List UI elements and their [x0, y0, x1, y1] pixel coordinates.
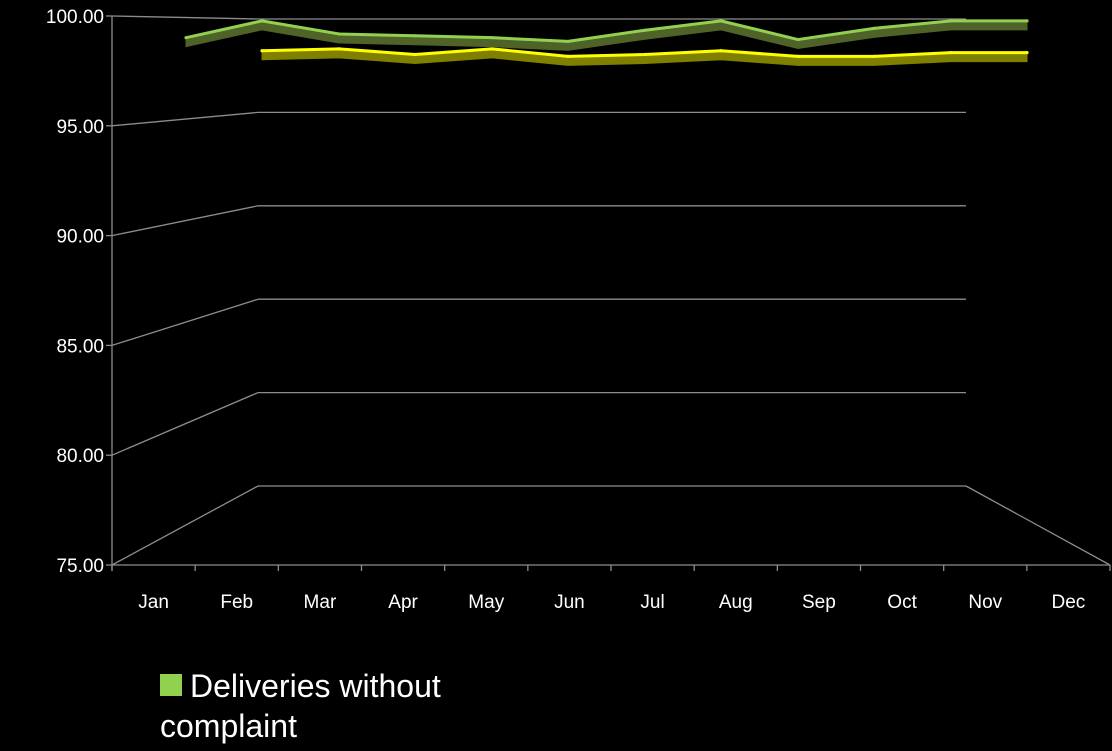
x-tick-label: Jul: [640, 592, 664, 613]
series-1-point: [796, 37, 800, 42]
x-tick-label: Nov: [968, 592, 1002, 613]
x-tick-label: Oct: [887, 592, 917, 613]
series-2-point: [949, 51, 953, 55]
legend-label: Deliveries without complaint: [160, 668, 441, 744]
series-1-point: [260, 19, 264, 23]
series-1-point: [719, 19, 723, 23]
y-tick-label: 80.00: [56, 446, 104, 467]
y-tick-label: 75.00: [56, 556, 104, 577]
x-tick-label: Jun: [554, 592, 585, 613]
series-1-point: [949, 19, 953, 23]
x-tick-label: Jan: [138, 592, 169, 613]
y-tick-label: 95.00: [56, 117, 104, 138]
side-gridline: [111, 205, 259, 237]
x-tick-label: Feb: [220, 592, 253, 613]
series-2-point: [490, 47, 494, 51]
legend-swatch: [160, 674, 182, 696]
side-gridline: [111, 111, 259, 127]
series-1-point: [872, 26, 876, 30]
series-1-line: [185, 19, 1027, 43]
floor-right-edge: [965, 485, 1111, 566]
y-tick-label: 85.00: [56, 336, 104, 357]
side-gridline: [111, 15, 259, 20]
x-tick-label: Sep: [802, 592, 836, 613]
series-1-point: [490, 36, 494, 40]
series-1-point: [413, 34, 417, 38]
series-1-point: [1025, 19, 1029, 23]
series-2-point: [719, 49, 723, 53]
series-2-point: [260, 49, 264, 53]
x-tick-label: Aug: [719, 592, 753, 613]
y-tick-label: 100.00: [46, 7, 104, 28]
legend: Deliveries without complaint: [160, 666, 500, 746]
series-2-point: [1025, 51, 1029, 55]
x-tick-label: Apr: [388, 592, 418, 613]
series-1-point: [184, 36, 188, 40]
series-1-point: [643, 28, 647, 32]
side-gridline: [111, 392, 259, 456]
y-tick-label: 90.00: [56, 227, 104, 248]
x-tick-label: May: [468, 592, 504, 613]
x-tick-label: Mar: [304, 592, 337, 613]
x-tick-label: Dec: [1052, 592, 1086, 613]
series-1-point: [566, 39, 570, 44]
series-2-point: [566, 54, 570, 58]
series-2-point: [796, 54, 800, 58]
series-2-point: [643, 52, 647, 57]
series-2-point: [872, 54, 876, 58]
series-2-point: [337, 47, 341, 51]
side-gridline: [111, 298, 259, 347]
series-1-point: [337, 32, 341, 36]
series-2-point: [413, 52, 417, 57]
side-gridline: [111, 485, 259, 566]
